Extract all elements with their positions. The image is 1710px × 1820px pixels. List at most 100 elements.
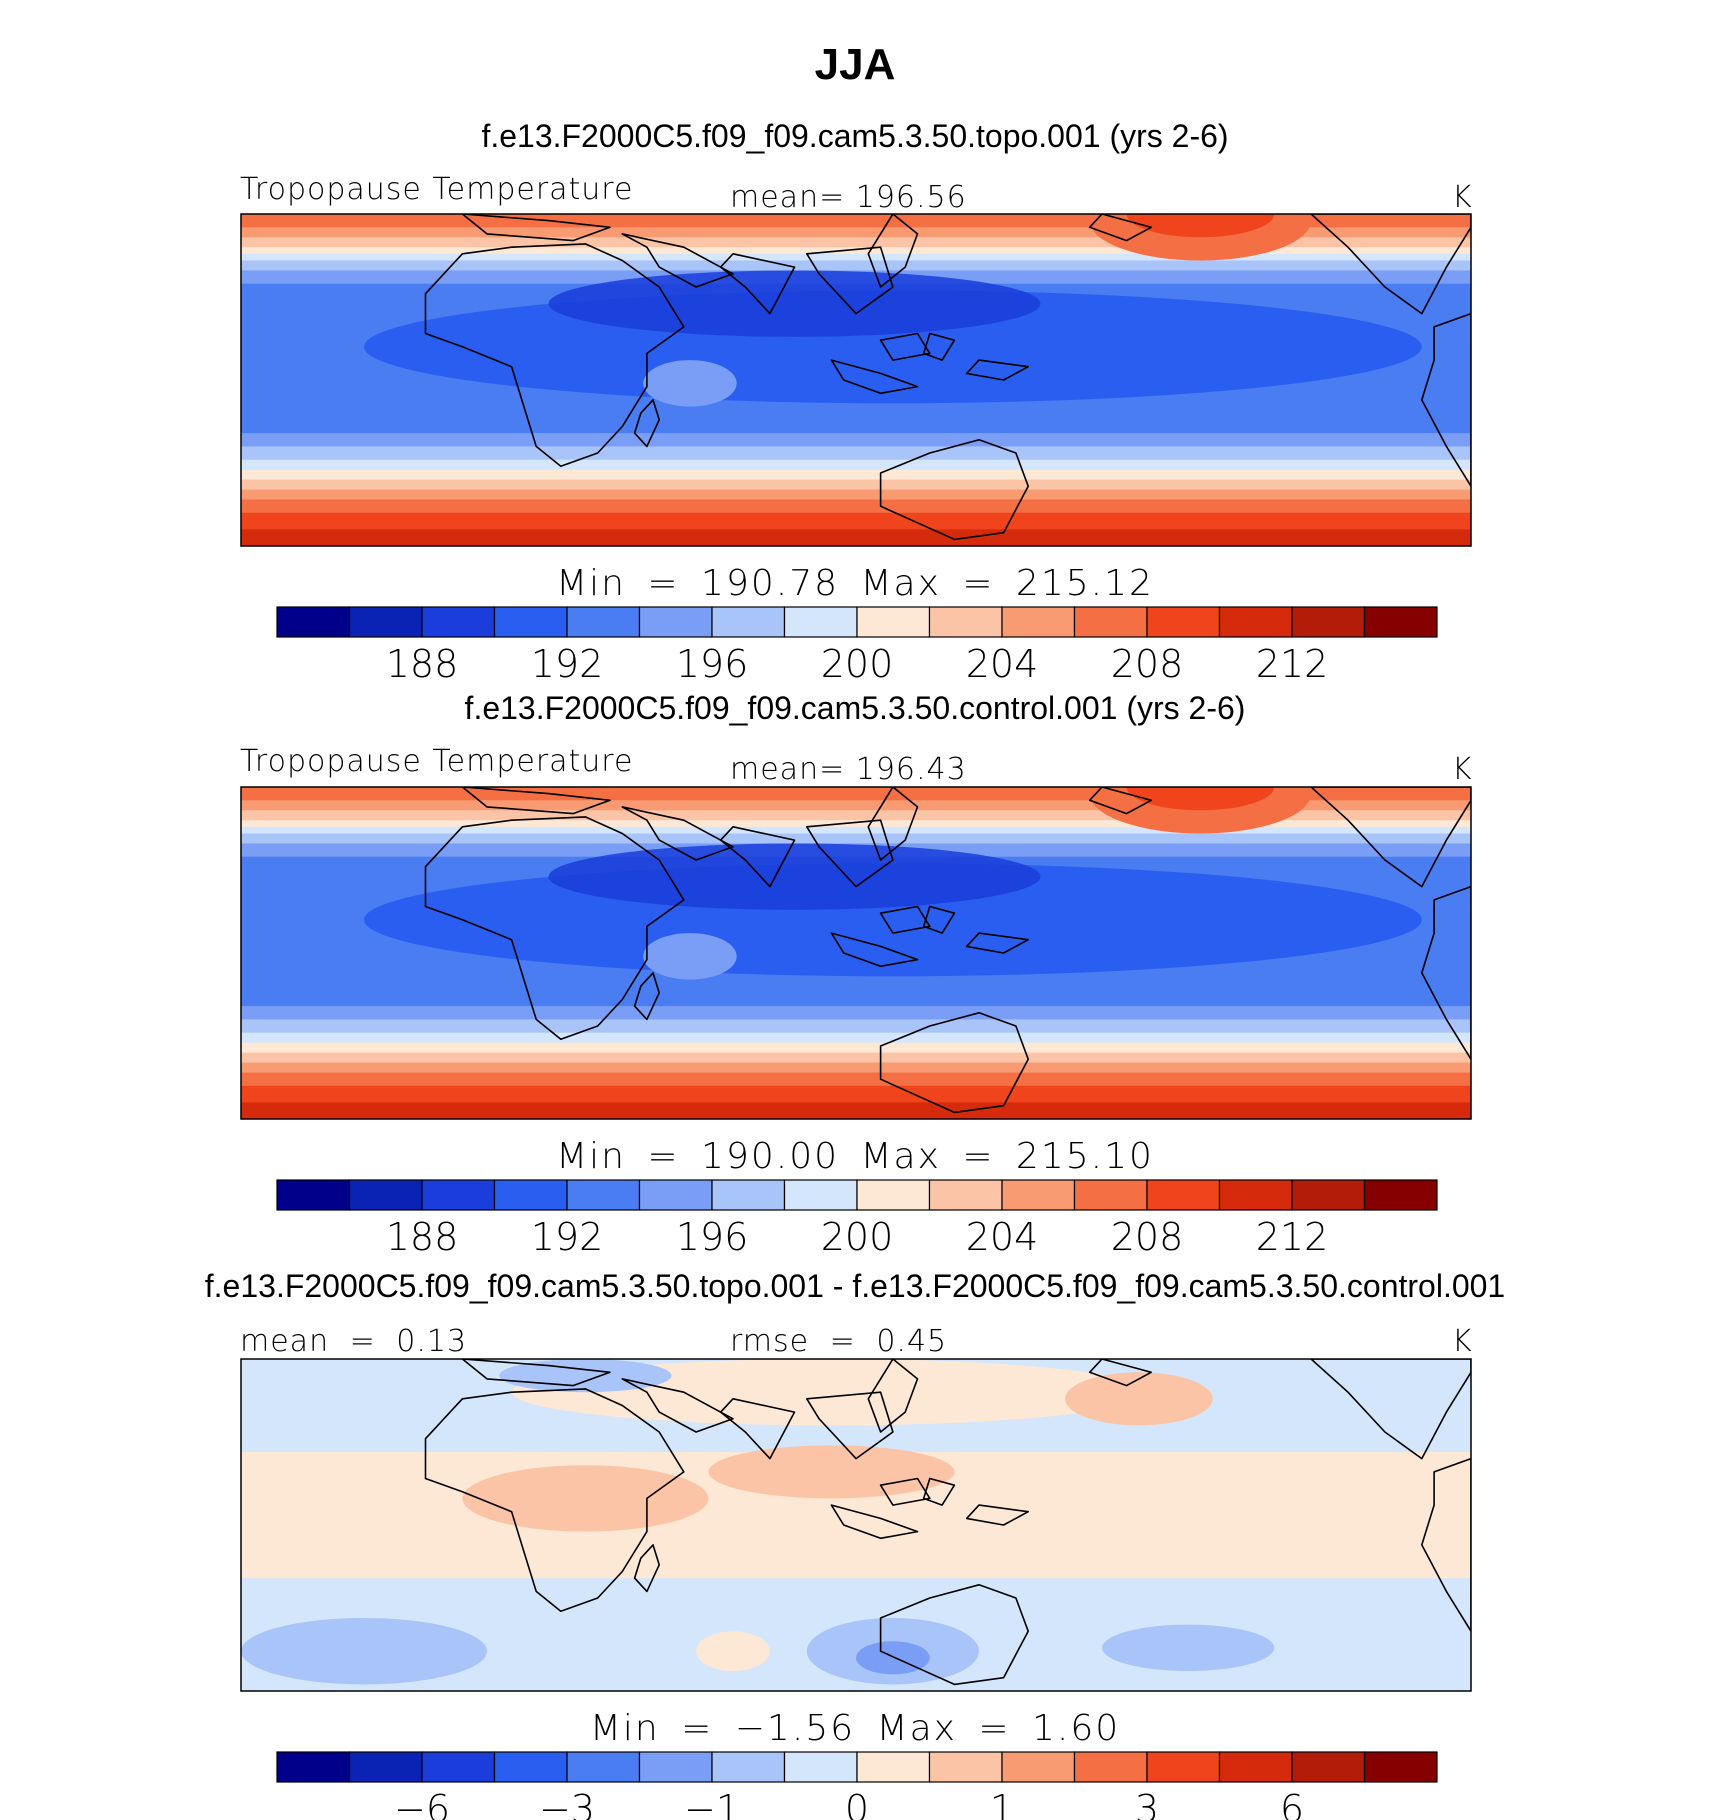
colorbar-swatch [566,1179,641,1211]
colorbar-swatch [421,1751,496,1783]
colorbar-tick-label: 196 [676,642,749,686]
colorbar-tick-label: −3 [539,1787,595,1820]
colorbar-tick-label: 208 [1111,1215,1184,1259]
colorbar-swatch [1001,1751,1076,1783]
colorbar-swatch [711,1179,786,1211]
page-title: JJA [814,40,896,89]
colorbar-swatch [493,1179,568,1211]
colorbar-tick-label: −1 [684,1787,740,1820]
colorbar-swatch [856,1179,931,1211]
coastlines-1 [424,214,1471,541]
colorbar-tick-label: −6 [394,1787,450,1820]
panel3-mean-label: mean = 0.13 [240,1324,468,1359]
colorbar-swatch [1218,1179,1293,1211]
colorbar-tick-label: 192 [531,642,604,686]
colorbar-swatch [783,1751,858,1783]
colorbar-tick-label: 204 [966,1215,1039,1259]
map-panel-2 [240,786,1472,1120]
map-panel-3 [240,1358,1472,1692]
map-fill-3 [241,1359,1471,1691]
colorbar-tick-label: 6 [1280,1787,1304,1820]
colorbar-tick-label: 200 [821,642,894,686]
panel1-stats: Min = 190.78 Max = 215.12 [556,563,1154,604]
colorbar-swatch [421,1179,496,1211]
colorbar-swatch [638,1751,713,1783]
map-fill-1 [241,214,1471,546]
colorbar-tick-label: 3 [1135,1787,1159,1820]
colorbar-swatch [1146,1751,1221,1783]
colorbar-swatch [348,606,423,638]
colorbar-tick-label: 212 [1256,1215,1329,1259]
colorbar-swatch [1363,1751,1438,1783]
map-frame-2 [240,786,1472,1120]
colorbar-tick-label: 204 [966,642,1039,686]
colorbar-swatch [1001,606,1076,638]
colorbar-swatch [711,606,786,638]
colorbar-swatch [638,1179,713,1211]
colorbar-swatch [348,1179,423,1211]
colorbar-swatch [856,1751,931,1783]
colorbar-swatch [493,606,568,638]
colorbar-swatch [1218,1751,1293,1783]
colorbar-swatch [421,606,496,638]
colorbar-swatch [1146,1179,1221,1211]
colorbar-swatch [783,606,858,638]
panel2-mean-label: mean= 196.43 [730,752,967,787]
colorbar-tick-label: 200 [821,1215,894,1259]
colorbar-swatch [1363,606,1438,638]
colorbar-swatch [348,1751,423,1783]
colorbar-2: 188 192 196 200 204 208 212 [276,1179,1438,1259]
colorbar-swatch [1146,606,1221,638]
panel2-units-label: K [1452,752,1472,787]
colorbar-1: 188 192 196 200 204 208 212 [276,606,1438,686]
coastlines-2 [424,787,1471,1114]
colorbar-tick-label: 0 [845,1787,869,1820]
colorbar-swatch [566,1751,641,1783]
colorbar-tick-label: 192 [531,1215,604,1259]
colorbar-swatch [566,606,641,638]
colorbar-tick-label: 212 [1256,642,1329,686]
colorbar-tick-label: 208 [1111,642,1184,686]
colorbar-swatch [783,1179,858,1211]
colorbar-swatch [1073,606,1148,638]
panel1-title: f.e13.F2000C5.f09_f09.cam5.3.50.topo.001… [481,118,1229,154]
colorbar-swatch [928,606,1003,638]
colorbar-swatch [276,1751,351,1783]
colorbar-swatch [276,606,351,638]
map-fill-2 [241,787,1471,1119]
panel3-units-label: K [1452,1324,1472,1359]
map-frame-1 [240,213,1472,547]
colorbar-swatch [928,1179,1003,1211]
colorbar-swatch [1291,1179,1366,1211]
coastlines-3 [424,1359,1471,1686]
panel2-variable-label: Tropopause Temperature [240,744,634,779]
colorbar-tick-label: 188 [386,1215,459,1259]
colorbar-swatch [1291,1751,1366,1783]
colorbar-swatch [638,606,713,638]
colorbar-swatch [276,1179,351,1211]
colorbar-3: −6 −3 −1 0 1 3 6 [276,1751,1438,1820]
colorbar-swatch [1218,606,1293,638]
panel3-stats: Min = −1.56 Max = 1.60 [589,1708,1121,1749]
colorbar-tick-label: 196 [676,1215,749,1259]
colorbar-swatch [493,1751,568,1783]
panel1-mean-label: mean= 196.56 [730,180,967,215]
colorbar-swatch [1001,1179,1076,1211]
map-panel-1 [240,213,1472,547]
colorbar-swatch [1073,1179,1148,1211]
panel2-stats: Min = 190.00 Max = 215.10 [556,1136,1154,1177]
panel3-rmse-label: rmse = 0.45 [730,1324,948,1359]
colorbar-swatch [1291,606,1366,638]
colorbar-swatch [711,1751,786,1783]
panel1-variable-label: Tropopause Temperature [240,172,634,207]
colorbar-swatch [1363,1179,1438,1211]
map-frame-3 [240,1358,1472,1692]
colorbar-swatch [856,606,931,638]
panel3-title: f.e13.F2000C5.f09_f09.cam5.3.50.topo.001… [204,1268,1506,1304]
colorbar-swatch [1073,1751,1148,1783]
panel2-title: f.e13.F2000C5.f09_f09.cam5.3.50.control.… [464,690,1246,726]
panel1-units-label: K [1452,180,1472,215]
colorbar-swatch [928,1751,1003,1783]
colorbar-tick-label: 188 [386,642,459,686]
